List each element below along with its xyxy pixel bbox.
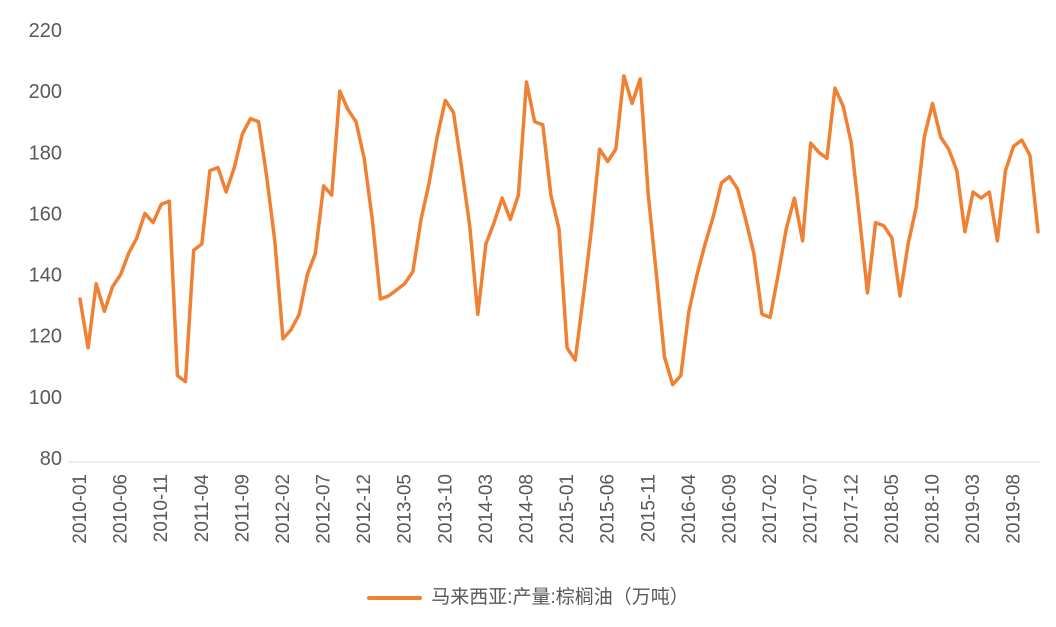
- legend: 马来西亚:产量:棕榈油（万吨）: [0, 588, 1056, 607]
- x-tick-label: 2012-12: [354, 474, 375, 544]
- x-tick-label: 2017-07: [801, 474, 822, 544]
- x-tick-label: 2015-01: [557, 474, 578, 544]
- x-tick-label: 2010-11: [151, 474, 172, 542]
- y-tick-label: 120: [29, 326, 62, 348]
- y-tick-label: 80: [40, 448, 62, 470]
- x-tick-label: 2015-06: [598, 474, 619, 544]
- x-tick-label: 2018-05: [882, 474, 903, 544]
- y-tick-label: 220: [29, 20, 62, 42]
- x-tick-label: 2010-01: [70, 474, 91, 544]
- x-tick-label: 2015-11: [638, 474, 659, 542]
- x-tick-label: 2016-09: [719, 474, 740, 544]
- y-tick-label: 200: [29, 81, 62, 103]
- x-tick-label: 2012-07: [314, 474, 335, 544]
- y-tick-label: 180: [29, 142, 62, 164]
- series-line: [78, 74, 1040, 387]
- x-tick-label: 2012-02: [273, 474, 294, 544]
- line-chart: 80 100 120 140 160 180 200 220 2010-01 2010-06 201…: [29, 20, 1040, 544]
- x-tick-label: 2010-06: [111, 474, 132, 544]
- y-tick-label: 140: [29, 265, 62, 287]
- x-tick-label: 2016-04: [679, 474, 700, 544]
- x-tick-label: 2014-03: [476, 474, 497, 544]
- x-tick-label: 2013-05: [395, 474, 416, 544]
- x-tick-label: 2017-12: [841, 474, 862, 544]
- x-tick-label: 2018-10: [922, 474, 943, 544]
- x-tick-label: 2013-10: [435, 474, 456, 544]
- x-tick-label: 2019-03: [963, 474, 984, 544]
- x-tick-label: 2019-08: [1004, 474, 1025, 544]
- x-tick-label: 2011-09: [232, 474, 253, 542]
- y-tick-label: 160: [29, 203, 62, 225]
- legend-label: 马来西亚:产量:棕榈油（万吨）: [431, 587, 689, 608]
- x-tick-label: 2017-02: [760, 474, 781, 544]
- x-tick-label: 2014-08: [517, 474, 538, 544]
- legend-line-swatch: [367, 595, 423, 600]
- y-tick-label: 100: [29, 387, 62, 409]
- x-tick-label: 2011-04: [192, 474, 213, 543]
